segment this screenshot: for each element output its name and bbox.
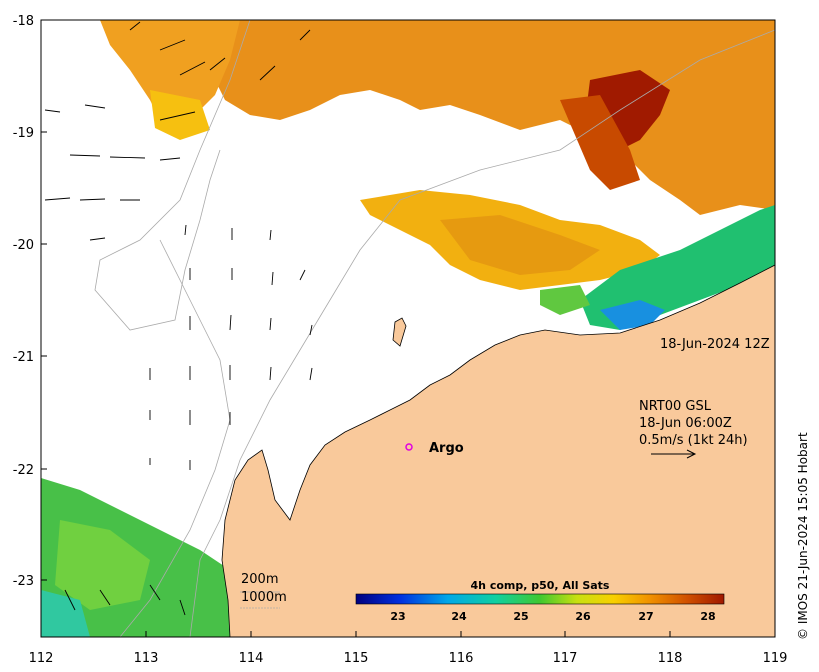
colorbar [355,593,725,605]
sst-red-patch [560,95,640,190]
y-tick-minus18: -18 [13,14,34,29]
x-tick-labels: 112 113 114 115 116 117 118 119 [29,651,788,666]
scale-arrow [651,449,697,459]
y-tick-minus20: -20 [13,238,34,253]
contour-1000m [94,20,251,331]
sst-blue-coast [600,300,665,330]
x-tick-113: 113 [134,651,159,666]
sst-cool-coast [580,205,775,330]
colorbar-tick-28: 28 [700,610,715,623]
current-source-label: NRT00 GSL [639,399,712,414]
y-tick-minus22: -22 [13,463,34,478]
depth-1000m-label: 1000m [241,590,287,605]
contour-deep [119,239,231,637]
y-tick-labels: -18 -19 -20 -21 -22 -23 [13,14,34,589]
y-tick-minus21: -21 [13,350,34,365]
colorbar-tick-27: 27 [638,610,653,623]
datetime-label: 18-Jun-2024 12Z [660,337,770,352]
x-tick-119: 119 [763,651,788,666]
colorbar-tick-25: 25 [513,610,528,623]
sst-green-southwest-light [55,520,150,610]
axis-ticks [40,19,776,637]
argo-label: Argo [429,441,464,456]
contour-200m [189,29,775,637]
sst-warm-north [215,20,775,215]
sst-yellow-band-dark [440,215,600,275]
plot-frame [40,19,776,638]
colorbar-tick-23: 23 [390,610,405,623]
x-tick-117: 117 [553,651,578,666]
current-arrows [44,21,313,616]
colorbar-tick-24: 24 [451,610,467,623]
colorbar-title: 4h comp, p50, All Sats [471,579,610,592]
sst-green-patch [540,285,590,315]
sst-cyan-southwest [41,590,90,637]
colorbar-ticks: 23 24 25 26 27 28 [390,610,715,623]
depth-200m-label: 200m [241,572,278,587]
argo-marker [405,443,413,451]
island [392,317,407,347]
y-tick-minus19: -19 [13,126,34,141]
x-tick-115: 115 [344,651,369,666]
current-scale-label: 0.5m/s (1kt 24h) [639,433,748,448]
x-tick-118: 118 [658,651,683,666]
y-tick-minus23: -23 [13,574,34,589]
x-tick-112: 112 [29,651,54,666]
x-tick-116: 116 [449,651,474,666]
coastline [221,264,775,637]
copyright-credit: © IMOS 21-Jun-2024 15:05 Hobart [796,432,810,640]
land-mass [222,265,775,637]
x-tick-114: 114 [239,651,264,666]
current-time-label: 18-Jun 06:00Z [639,416,732,431]
sst-orange-mid [100,20,240,125]
colorbar-tick-26: 26 [575,610,591,623]
